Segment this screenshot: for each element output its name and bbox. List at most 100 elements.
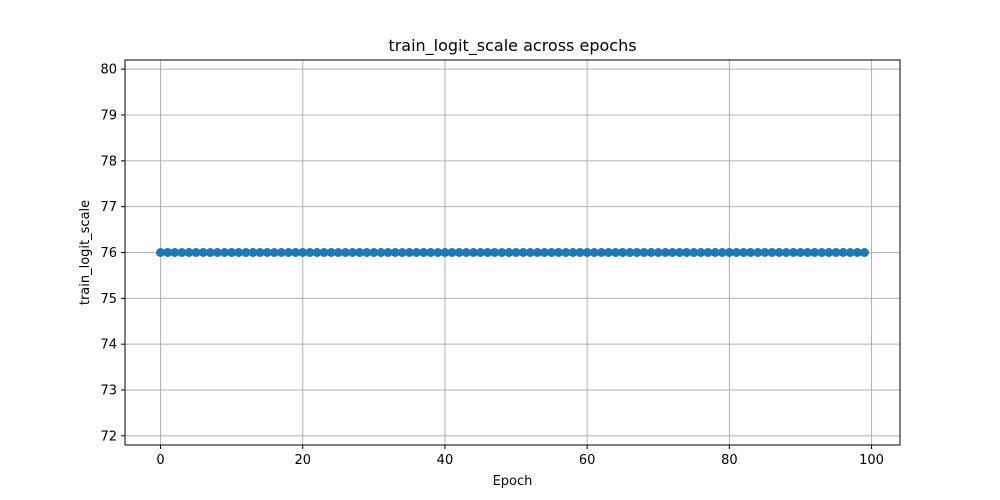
data-point [291, 248, 301, 257]
y-tick-label: 77 [100, 200, 117, 215]
data-point [639, 248, 649, 257]
chart-title: train_logit_scale across epochs [388, 36, 636, 56]
data-point [262, 248, 272, 257]
data-point [817, 248, 827, 257]
data-point [284, 248, 294, 257]
data-point [653, 248, 663, 257]
data-point [468, 248, 478, 257]
data-point [667, 248, 677, 257]
data-point [276, 248, 286, 257]
data-point [504, 248, 514, 257]
data-point [731, 248, 741, 257]
data-point [298, 248, 308, 257]
data-point [788, 248, 798, 257]
data-point [774, 248, 784, 257]
data-point [824, 248, 834, 257]
data-point [170, 248, 180, 257]
data-point [532, 248, 542, 257]
y-tick-label: 74 [100, 338, 117, 353]
x-tick-label: 100 [859, 453, 884, 468]
data-point [603, 248, 613, 257]
y-tick-label: 75 [100, 292, 117, 307]
data-point [191, 248, 201, 257]
data-point [433, 248, 443, 257]
x-tick-label: 40 [437, 453, 454, 468]
data-point [511, 248, 521, 257]
x-axis: 0 20 40 60 80 100 [156, 445, 884, 468]
y-tick-label: 79 [100, 109, 117, 124]
data-point [717, 248, 727, 257]
data-point [682, 248, 692, 257]
data-point [156, 248, 166, 257]
data-point [810, 248, 820, 257]
data-point [625, 248, 635, 257]
data-point [497, 248, 507, 257]
x-axis-label: Epoch [493, 474, 533, 489]
x-tick-label: 20 [294, 453, 311, 468]
data-point [163, 248, 173, 257]
y-tick-label: 76 [100, 246, 117, 261]
data-point [205, 248, 215, 257]
data-point [348, 248, 358, 257]
data-point [369, 248, 379, 257]
data-point [333, 248, 343, 257]
data-point [589, 248, 599, 257]
data-point [376, 248, 386, 257]
data-point [404, 248, 414, 257]
data-point [795, 248, 805, 257]
data-point [632, 248, 642, 257]
data-point [440, 248, 450, 257]
data-point [618, 248, 628, 257]
y-axis: 72 73 74 75 76 77 78 79 80 [100, 63, 125, 444]
data-point [355, 248, 365, 257]
data-point [525, 248, 535, 257]
data-point [518, 248, 528, 257]
data-point [703, 248, 713, 257]
data-point [490, 248, 500, 257]
data-point [454, 248, 464, 257]
data-point [227, 248, 237, 257]
data-point [326, 248, 336, 257]
data-point [568, 248, 578, 257]
data-point [212, 248, 222, 257]
data-point [575, 248, 585, 257]
data-point [340, 248, 350, 257]
data-point [248, 248, 258, 257]
data-point [554, 248, 564, 257]
data-point [319, 248, 329, 257]
data-point [696, 248, 706, 257]
data-point [753, 248, 763, 257]
data-point [547, 248, 557, 257]
data-point [646, 248, 656, 257]
data-point [582, 248, 592, 257]
data-point [852, 248, 862, 257]
data-point [177, 248, 187, 257]
data-point [859, 248, 869, 257]
x-tick-label: 0 [156, 453, 164, 468]
data-point [362, 248, 372, 257]
data-point [241, 248, 251, 257]
y-axis-label: train_logit_scale [78, 200, 93, 305]
data-point [234, 248, 244, 257]
data-point [746, 248, 756, 257]
data-point [269, 248, 279, 257]
data-point [312, 248, 322, 257]
data-point [426, 248, 436, 257]
data-point [845, 248, 855, 257]
y-tick-label: 72 [100, 429, 117, 444]
data-point [447, 248, 457, 257]
data-point [419, 248, 429, 257]
data-point [397, 248, 407, 257]
data-point [412, 248, 422, 257]
y-tick-label: 80 [100, 63, 117, 78]
data-point [596, 248, 606, 257]
data-point [838, 248, 848, 257]
data-point [675, 248, 685, 257]
data-point [255, 248, 265, 257]
data-point [476, 248, 486, 257]
y-tick-label: 78 [100, 154, 117, 169]
data-point [198, 248, 208, 257]
data-point [305, 248, 315, 257]
